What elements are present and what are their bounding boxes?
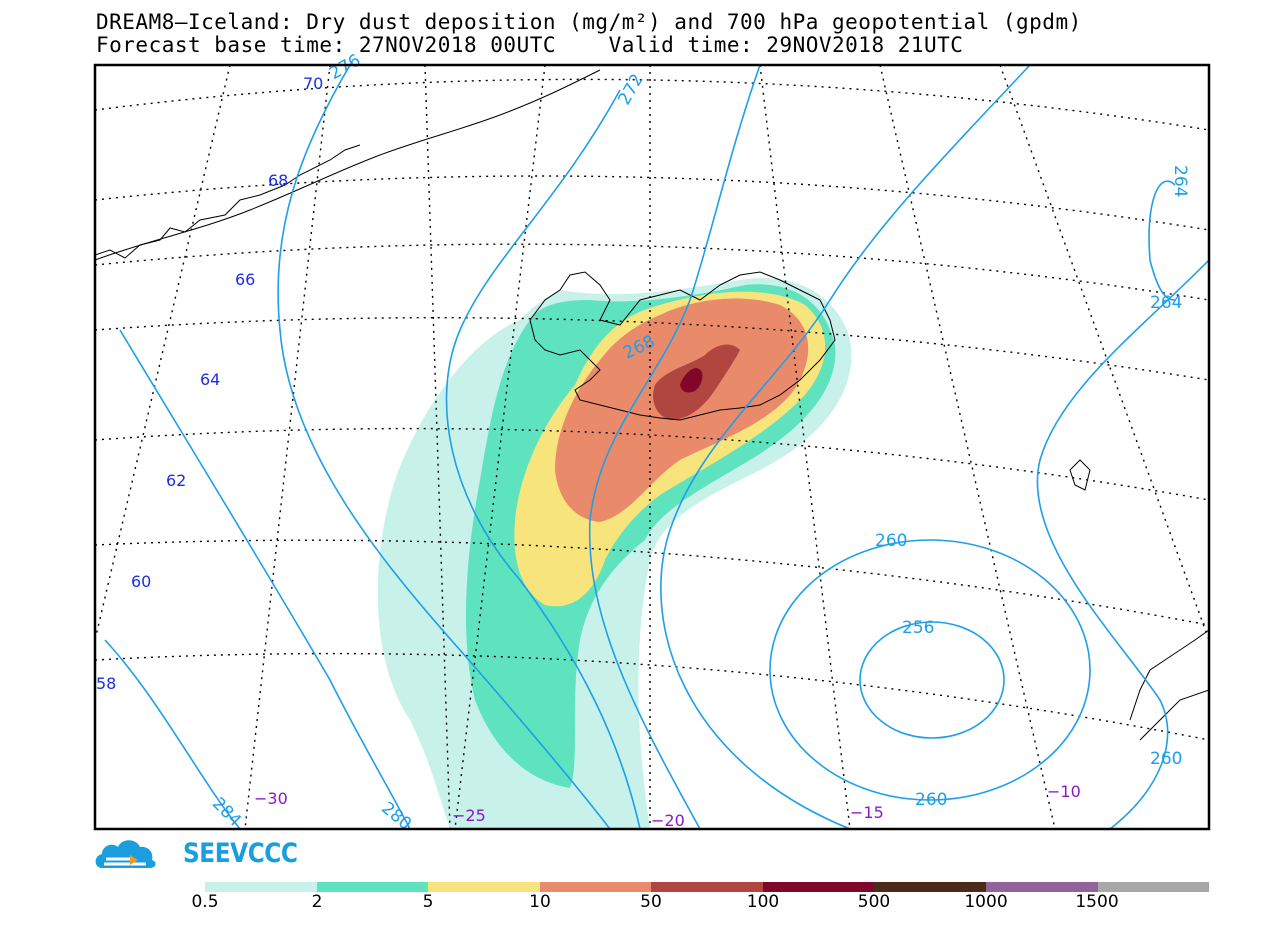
legend-label: 50 xyxy=(640,892,662,912)
contour-label: 264 xyxy=(1170,165,1190,197)
contour-label: 260 xyxy=(915,790,947,810)
seevccc-logo-text: SEEVCCC xyxy=(183,838,298,869)
lat-label-70: 70 xyxy=(303,74,323,93)
legend-label: 500 xyxy=(857,892,891,912)
lon-label-25: −25 xyxy=(452,806,486,825)
contour-label: 284 xyxy=(208,794,245,831)
legend-swatch xyxy=(539,882,652,892)
lat-label-68: 68 xyxy=(268,171,288,190)
contour-label: 260 xyxy=(1150,749,1182,769)
map-subtitle: Forecast base time: 27NOV2018 00UTC Vali… xyxy=(96,33,964,57)
lat-label-64: 64 xyxy=(200,370,220,389)
longitude-labels: −30 −25 −20 −15 −10 xyxy=(254,782,1081,830)
lon-label-30: −30 xyxy=(254,789,288,808)
legend-label: 2 xyxy=(311,892,323,912)
coastlines xyxy=(95,69,1209,741)
lat-label-66: 66 xyxy=(235,270,255,289)
contour-label: 256 xyxy=(902,618,934,638)
legend-label: 1500 xyxy=(1075,892,1119,912)
legend-swatch xyxy=(985,882,1098,892)
legend-label: 0.5 xyxy=(191,892,219,912)
legend-swatch xyxy=(1097,882,1210,892)
latitude-gridlines xyxy=(95,78,1209,741)
legend-swatch xyxy=(316,882,429,892)
legend-label: 5 xyxy=(422,892,434,912)
lat-label-58: 58 xyxy=(96,674,116,693)
contour-label: 260 xyxy=(875,531,907,551)
legend-label: 10 xyxy=(529,892,551,912)
dust-area-100 xyxy=(680,368,703,393)
lon-label-10: −10 xyxy=(1047,782,1081,801)
contour-label: 276 xyxy=(326,50,364,84)
geopotential-contours xyxy=(104,65,1209,829)
lon-label-20: −20 xyxy=(651,811,685,830)
legend-swatch xyxy=(205,882,317,892)
latitude-labels: 70 68 66 64 62 60 58 xyxy=(96,74,323,693)
lat-label-60: 60 xyxy=(131,572,151,591)
lat-label-62: 62 xyxy=(166,471,186,490)
legend-swatch xyxy=(762,882,875,892)
contour-label: 264 xyxy=(1150,293,1182,313)
legend-swatch xyxy=(651,882,763,892)
lon-label-15: −15 xyxy=(850,803,884,822)
contour-label: 272 xyxy=(614,71,648,109)
longitude-gridlines xyxy=(95,65,1209,829)
legend-label: 1000 xyxy=(964,892,1008,912)
seevccc-logo xyxy=(95,840,156,868)
legend-swatch xyxy=(428,882,540,892)
legend-swatch xyxy=(874,882,986,892)
map-frame xyxy=(93,63,1211,831)
legend-label: 100 xyxy=(746,892,780,912)
color-legend xyxy=(205,882,1210,892)
map-title: DREAM8—Iceland: Dry dust deposition (mg/… xyxy=(96,10,1082,34)
